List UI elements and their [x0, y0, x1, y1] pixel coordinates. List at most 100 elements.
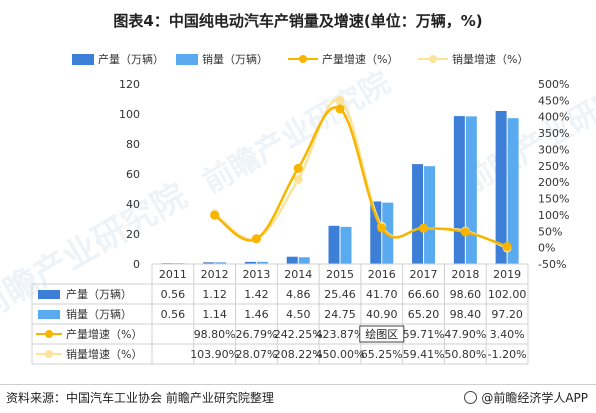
point-sales-growth — [293, 174, 303, 184]
legend-item-sales[interactable]: 销量（万辆） — [176, 50, 268, 68]
bar-production — [286, 256, 298, 264]
point-production-growth — [377, 223, 387, 233]
table-row-header: 产量增速（%） — [66, 327, 142, 341]
table-row-header: 销量（万辆） — [66, 307, 132, 321]
table-cell: 0.56 — [161, 308, 186, 321]
footer: 资料来源：中国汽车工业协会 前瞻产业研究院整理 @前瞻经济学人APP — [0, 384, 596, 405]
table-cell: 3.40% — [490, 328, 525, 341]
legend-label-sales-growth: 销量增速（%） — [452, 53, 529, 66]
legend-label-production: 产量（万辆） — [98, 53, 164, 66]
table-cell: 103.90% — [190, 348, 239, 361]
table-cell: 1.12 — [202, 288, 227, 301]
left-axis-tick-label: 40 — [126, 198, 140, 211]
table-row-swatch — [45, 330, 53, 338]
table-cell: 41.70 — [366, 288, 398, 301]
tooltip-text: 绘图区 — [365, 327, 398, 341]
point-production-growth — [502, 242, 512, 252]
table-row-header: 产量（万辆） — [66, 287, 132, 301]
brand-credit: @前瞻经济学人APP — [464, 389, 588, 406]
tooltip-box — [359, 325, 405, 343]
legend: 产量（万辆） 销量（万辆） 产量增速（%） 销量增速（%） — [0, 50, 596, 68]
bar-production — [453, 116, 465, 264]
bar-production — [412, 164, 424, 264]
right-axis-tick-label: 0% — [538, 242, 555, 255]
left-axis-tick-label: 60 — [126, 168, 140, 181]
legend-item-production[interactable]: 产量（万辆） — [72, 50, 164, 68]
legend-swatch-sales-growth — [418, 55, 448, 63]
bar-sales — [298, 257, 310, 264]
table-cell: 66.60 — [408, 288, 440, 301]
bar-production — [203, 262, 215, 264]
table-cell: 102.00 — [488, 288, 527, 301]
bar-production — [244, 261, 256, 264]
bar-sales — [256, 261, 268, 264]
brand-text: @前瞻经济学人APP — [481, 391, 588, 405]
bar-production — [370, 201, 382, 264]
table-cell: 1.14 — [202, 308, 227, 321]
left-axis-tick-label: 0 — [133, 258, 140, 271]
right-axis-tick-label: 350% — [538, 127, 569, 140]
table-cell: 4.50 — [286, 308, 311, 321]
table-cell: 4.86 — [286, 288, 311, 301]
table-cell: 98.60 — [450, 288, 482, 301]
x-axis-tick-label: 2012 — [201, 268, 229, 281]
table-cell: 65.20 — [408, 308, 440, 321]
point-production-growth — [210, 210, 220, 220]
chart-area: 0 20 40 60 80 100 120 -50% 0% 50% 100% 150% 200% 250%… — [31, 78, 569, 365]
point-production-growth — [335, 104, 345, 114]
table-cell: 450.00% — [316, 348, 365, 361]
right-axis-tick-label: 150% — [538, 193, 569, 206]
right-axis-tick-label: 500% — [538, 78, 569, 91]
bar-production — [495, 111, 507, 264]
legend-swatch-sales — [176, 53, 198, 65]
table-cell: 26.79% — [235, 328, 277, 341]
table-cell: 242.25% — [274, 328, 323, 341]
x-axis-tick-label: 2017 — [410, 268, 438, 281]
point-production-growth — [251, 234, 261, 244]
x-axis-tick-label: 2011 — [159, 268, 187, 281]
legend-label-sales: 销量（万辆） — [202, 53, 268, 66]
table-cell: 25.46 — [324, 288, 356, 301]
bar-production — [328, 225, 340, 264]
table-cell: 423.87% — [316, 328, 365, 341]
bar-sales — [340, 226, 352, 264]
table-cell: 1.46 — [244, 308, 269, 321]
left-axis-tick-label: 100 — [119, 108, 140, 121]
legend-item-production-growth[interactable]: 产量增速（%） — [288, 50, 398, 68]
legend-swatch-production — [72, 53, 94, 65]
table-cell: 1.42 — [244, 288, 269, 301]
table-cell: 47.90% — [444, 328, 486, 341]
table-cell: 24.75 — [324, 308, 356, 321]
table-row-swatch — [38, 290, 60, 299]
point-production-growth — [293, 163, 303, 173]
point-sales-growth — [335, 95, 345, 105]
table-cell: 98.80% — [194, 328, 236, 341]
legend-item-sales-growth[interactable]: 销量增速（%） — [418, 50, 528, 68]
table-cell: 40.90 — [366, 308, 398, 321]
left-axis-tick-label: 20 — [126, 228, 140, 241]
x-axis-tick-label: 2019 — [493, 268, 521, 281]
bar-sales — [424, 166, 436, 264]
table-cell: 65.25% — [361, 348, 403, 361]
right-axis-tick-label: 250% — [538, 160, 569, 173]
right-axis-tick-label: 400% — [538, 111, 569, 124]
table-row-header: 销量增速（%） — [66, 347, 142, 361]
left-axis-tick-label: 120 — [119, 78, 140, 91]
table-cell: 50.80% — [444, 348, 486, 361]
right-axis-tick-label: 300% — [538, 143, 569, 156]
right-axis-tick-label: 100% — [538, 209, 569, 222]
table-row-swatch — [45, 350, 53, 358]
legend-swatch-production-growth — [288, 55, 318, 63]
table-cell: 59.41% — [403, 348, 445, 361]
table-cell: 208.22% — [274, 348, 323, 361]
table-cell: 98.40 — [450, 308, 482, 321]
x-axis-tick-label: 2018 — [451, 268, 479, 281]
x-axis-tick-label: 2015 — [326, 268, 354, 281]
bar-sales — [465, 116, 477, 265]
left-axis-tick-label: 80 — [126, 138, 140, 151]
table-cell: 97.20 — [491, 308, 523, 321]
point-production-growth — [419, 223, 429, 233]
table-row-swatch — [38, 310, 60, 319]
right-axis-tick-label: 200% — [538, 176, 569, 189]
x-axis-tick-label: 2016 — [368, 268, 396, 281]
